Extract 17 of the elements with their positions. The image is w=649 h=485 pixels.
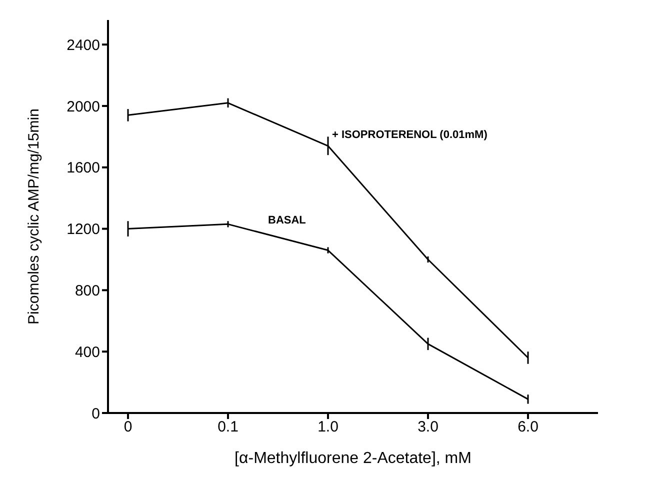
y-tick-label: 0 [92, 405, 100, 422]
x-tick-label: 0 [124, 418, 132, 436]
y-tick-label: 800 [74, 282, 100, 300]
y-tick-label: 2000 [66, 98, 100, 116]
x-tick-label: 3.0 [418, 418, 438, 436]
series-label: BASAL [268, 214, 306, 226]
line-series [127, 223, 529, 400]
x-tick-label: 1.0 [318, 418, 338, 436]
x-tick-label: 6.0 [518, 418, 538, 436]
x-axis-title: [α-Methylfluorene 2-Acetate], mM [234, 450, 472, 467]
x-tick-label: 0.1 [218, 418, 238, 436]
y-tick-label: 2400 [66, 36, 100, 54]
series-label: + ISOPROTERENOL (0.01mM) [332, 128, 488, 141]
y-tick-label: 1600 [66, 160, 100, 177]
y-tick-label: 400 [74, 344, 100, 361]
y-axis-title: Picomoles cyclic AMP/mg/15min [25, 108, 42, 324]
y-tick-label: 1200 [66, 221, 100, 238]
